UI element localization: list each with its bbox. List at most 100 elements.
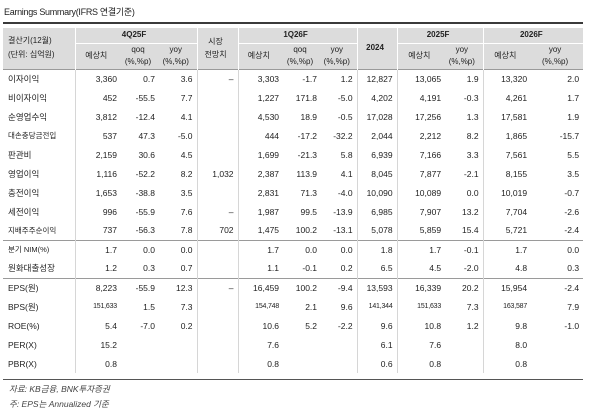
cell-yoy: 1.9 bbox=[567, 111, 580, 122]
table-row: PBR(X) 0.8 0.8 0.6 0.8 0.8 bbox=[3, 354, 583, 373]
cell-estimate: 2,387 bbox=[237, 164, 284, 183]
cell-yoy: 7.3 bbox=[466, 301, 479, 312]
cell-estimate: 4.5 bbox=[396, 259, 446, 278]
col-unit: (%,%p) bbox=[121, 56, 159, 69]
cell-yoy: 3.3 bbox=[466, 149, 479, 160]
cell-market bbox=[196, 145, 239, 164]
cell-yoy: 4.5 bbox=[180, 149, 193, 160]
row-label: 원화대출성장 bbox=[8, 263, 55, 274]
cell-yoy: 7.7 bbox=[180, 92, 193, 103]
cell-yoy: 1.7 bbox=[567, 92, 580, 103]
cell-qoq: -38.8 bbox=[135, 187, 155, 198]
row-label: ROE(%) bbox=[8, 320, 40, 331]
cell-estimate: 8.0 bbox=[482, 335, 532, 354]
cell-yoy: 8.2 bbox=[180, 168, 193, 179]
cell-qoq: 0.3 bbox=[143, 263, 155, 274]
cell-market bbox=[196, 183, 239, 202]
row-label: 이자이익 bbox=[3, 68, 75, 88]
cell-yoy: -13.9 bbox=[333, 206, 353, 217]
cell-yoy: -2.2 bbox=[337, 320, 353, 331]
cell-estimate: 10.8 bbox=[396, 316, 446, 335]
cell-qoq: 0.0 bbox=[283, 239, 322, 259]
cell-yoy: -2.4 bbox=[531, 277, 584, 297]
col-unit: (%,%p) bbox=[531, 56, 584, 69]
table-row: 지배주주순이익 737 -56.3 7.8 702 1,475 100.2 -13.1 5,07… bbox=[3, 221, 583, 240]
cell-market: – bbox=[196, 277, 239, 297]
cell-yoy: 4.1 bbox=[340, 168, 353, 179]
cell-estimate: 737 bbox=[74, 221, 121, 240]
cell-qoq: 47.3 bbox=[138, 130, 155, 141]
cell-yoy: -5.0 bbox=[337, 92, 353, 103]
row-label: PBR(X) bbox=[8, 358, 37, 369]
header-1q26f: 1Q26F bbox=[237, 28, 358, 44]
cell-yoy: -2.6 bbox=[564, 206, 580, 217]
cell-estimate: 2,831 bbox=[237, 183, 284, 202]
cell-yoy: 0.0 bbox=[466, 187, 479, 198]
cell-yoy: -0.5 bbox=[337, 111, 353, 122]
cell-2024: 10,090 bbox=[356, 183, 398, 202]
cell-yoy: 7.3 bbox=[180, 301, 193, 312]
cell-yoy: 3.6 bbox=[159, 68, 198, 88]
cell-2024: 6.5 bbox=[356, 259, 398, 278]
cell-yoy: -32.2 bbox=[333, 130, 353, 141]
cell-estimate: 1.7 bbox=[482, 239, 532, 259]
cell-2024: 6,939 bbox=[356, 145, 398, 164]
col-qoq: qoq bbox=[283, 43, 322, 56]
cell-yoy: 4.1 bbox=[180, 111, 193, 122]
cell-qoq bbox=[283, 335, 321, 354]
row-label: 지배주주순이익 bbox=[8, 225, 57, 235]
cell-yoy: -5.0 bbox=[177, 130, 193, 141]
row-label: 영업이익 bbox=[8, 168, 40, 179]
cell-2024: 17,028 bbox=[356, 107, 398, 126]
cell-qoq: -55.9 bbox=[135, 206, 155, 217]
cell-yoy: 1.2 bbox=[466, 320, 479, 331]
cell-estimate: 7.6 bbox=[396, 335, 446, 354]
cell-yoy: -2.4 bbox=[564, 225, 580, 236]
col-qoq: qoq bbox=[121, 43, 159, 56]
col-unit: (%,%p) bbox=[159, 56, 198, 69]
cell-market bbox=[196, 239, 239, 259]
cell-estimate: 1.7 bbox=[74, 239, 121, 259]
cell-yoy bbox=[159, 335, 197, 354]
cell-estimate: 452 bbox=[74, 88, 121, 107]
cell-yoy: 7.6 bbox=[180, 206, 193, 217]
col-unit: (%,%p) bbox=[445, 56, 484, 69]
cell-qoq: 71.3 bbox=[300, 187, 318, 198]
row-label: 순영업수익 bbox=[8, 111, 48, 122]
cell-yoy: 0.0 bbox=[159, 239, 198, 259]
cell-yoy: -1.0 bbox=[564, 320, 580, 331]
table-row: 원화대출성장 1.2 0.3 0.7 1.1 -0.1 0.2 6.5 4.5 -2.0 4.8 0.… bbox=[3, 259, 583, 278]
cell-estimate: 7,166 bbox=[396, 145, 446, 164]
cell-estimate: 996 bbox=[74, 202, 121, 221]
cell-estimate: 8,155 bbox=[482, 164, 532, 183]
cell-estimate: 17,256 bbox=[396, 107, 446, 126]
cell-estimate: 10.6 bbox=[237, 316, 284, 335]
cell-yoy: 1.9 bbox=[445, 68, 484, 88]
table-row: 비이자이익 452 -55.5 7.7 1,227 171.8 -5.0 4,202 4,191… bbox=[3, 88, 583, 107]
table-row: 충전이익 1,653 -38.8 3.5 2,831 71.3 -4.0 10,090 10,0… bbox=[3, 183, 583, 202]
top-rule bbox=[3, 22, 583, 24]
cell-estimate: 3,360 bbox=[74, 68, 121, 88]
col-yoy: yoy bbox=[531, 43, 584, 56]
cell-estimate: 4,191 bbox=[396, 88, 446, 107]
table-row: 판관비 2,159 30.6 4.5 1,699 -21.3 5.8 6,939 7,166 3.… bbox=[3, 145, 583, 164]
cell-estimate: 1,475 bbox=[237, 221, 284, 240]
col-unit: (%,%p) bbox=[283, 56, 322, 69]
cell-estimate: 4,261 bbox=[482, 88, 532, 107]
cell-qoq: 1.5 bbox=[143, 301, 155, 312]
cell-yoy: 12.3 bbox=[159, 277, 198, 297]
cell-2024: 8,045 bbox=[356, 164, 398, 183]
cell-qoq: 113.9 bbox=[296, 168, 318, 179]
header-row-label: 결산기(12월) (단위: 십억원) bbox=[3, 28, 75, 69]
cell-market bbox=[196, 259, 239, 278]
cell-yoy: -2.0 bbox=[463, 263, 479, 274]
cell-estimate: 3,812 bbox=[74, 107, 121, 126]
cell-yoy bbox=[445, 335, 483, 354]
cell-estimate: 1.1 bbox=[237, 259, 284, 278]
cell-qoq bbox=[283, 354, 321, 373]
cell-qoq: -21.3 bbox=[297, 149, 318, 160]
table-row: 분기 NIM(%) 1.7 0.0 0.0 1.7 0.0 0.0 1.8 1.7 -0.1 1.7… bbox=[3, 239, 584, 259]
cell-estimate: 5,721 bbox=[482, 221, 532, 240]
cell-yoy: 9.6 bbox=[340, 301, 353, 312]
cell-estimate: 0.8 bbox=[74, 354, 121, 373]
